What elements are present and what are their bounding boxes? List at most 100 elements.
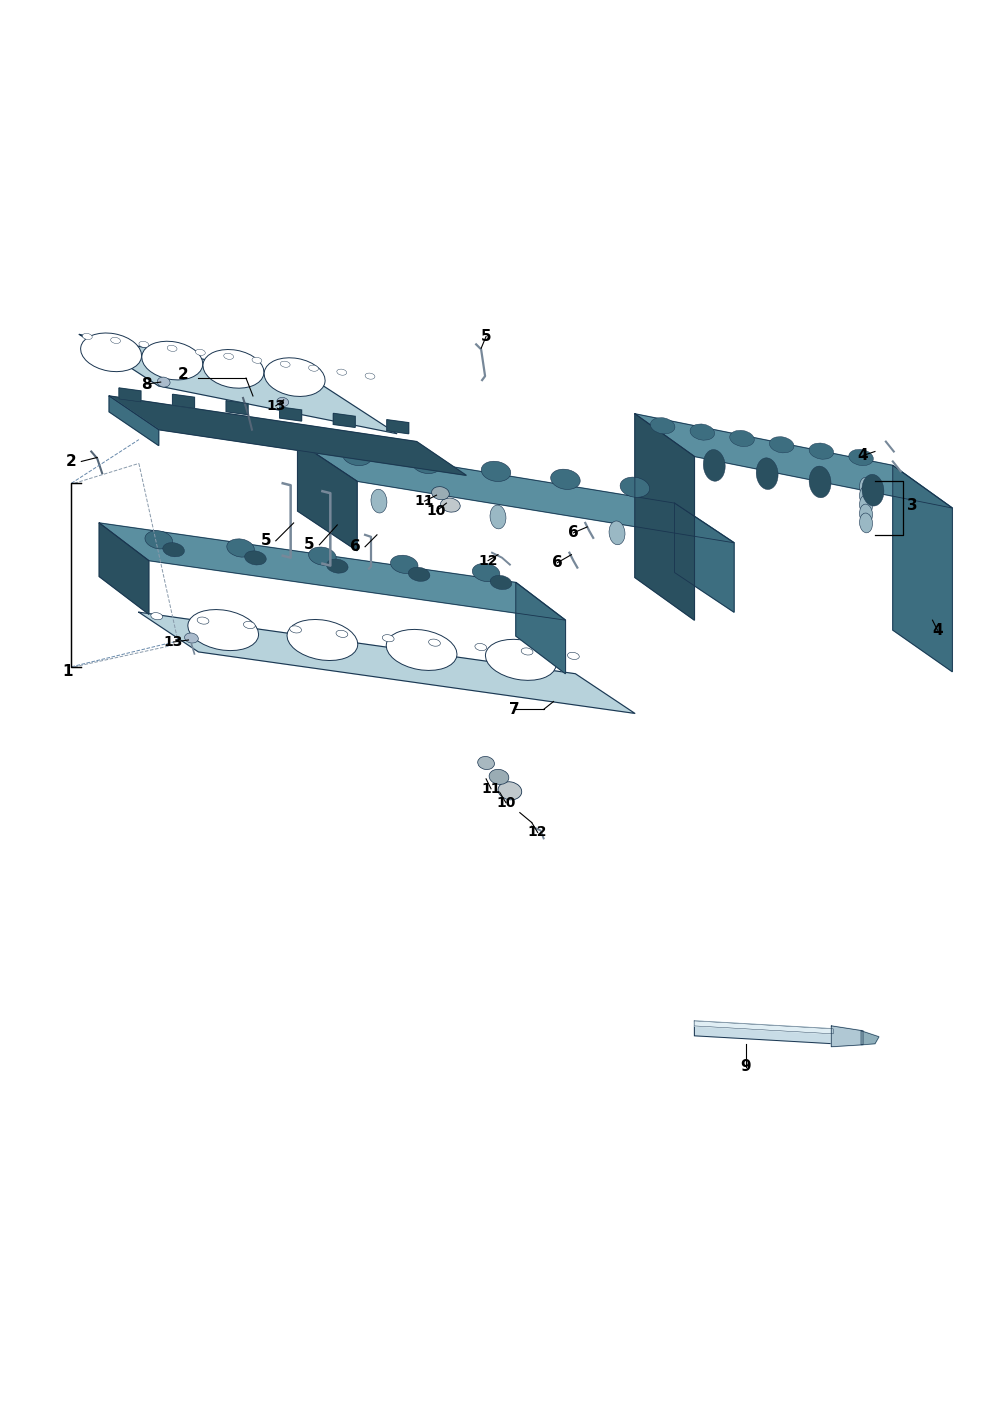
Ellipse shape: [620, 477, 650, 497]
Text: 10: 10: [427, 504, 446, 518]
Ellipse shape: [809, 443, 833, 459]
Ellipse shape: [111, 337, 120, 344]
Text: 6: 6: [553, 556, 562, 570]
Polygon shape: [109, 396, 466, 476]
Ellipse shape: [730, 431, 754, 446]
Ellipse shape: [187, 609, 259, 651]
Ellipse shape: [770, 436, 794, 453]
Ellipse shape: [551, 469, 580, 490]
Ellipse shape: [290, 626, 302, 633]
Text: 2: 2: [66, 455, 76, 469]
Text: 5: 5: [261, 533, 271, 549]
Ellipse shape: [651, 418, 675, 434]
Ellipse shape: [386, 630, 457, 671]
Ellipse shape: [281, 361, 290, 368]
Polygon shape: [139, 612, 635, 713]
Ellipse shape: [859, 495, 873, 515]
Text: 8: 8: [142, 376, 152, 391]
Ellipse shape: [336, 630, 348, 637]
Ellipse shape: [252, 358, 262, 363]
Ellipse shape: [382, 634, 394, 641]
Ellipse shape: [287, 620, 358, 661]
Ellipse shape: [429, 640, 440, 647]
Polygon shape: [109, 396, 159, 446]
Ellipse shape: [481, 462, 511, 481]
Ellipse shape: [309, 365, 318, 372]
Polygon shape: [226, 401, 248, 415]
Text: 13: 13: [164, 636, 184, 650]
Ellipse shape: [490, 505, 506, 529]
Polygon shape: [675, 504, 734, 612]
Polygon shape: [119, 389, 141, 401]
Ellipse shape: [342, 445, 372, 466]
Text: 5: 5: [305, 537, 314, 553]
Ellipse shape: [432, 487, 449, 499]
Ellipse shape: [859, 477, 873, 497]
Text: 4: 4: [858, 448, 868, 463]
Ellipse shape: [245, 551, 266, 565]
Polygon shape: [387, 419, 409, 434]
Text: 12: 12: [478, 554, 498, 568]
Ellipse shape: [337, 369, 346, 375]
Text: 11: 11: [415, 494, 434, 508]
Text: 6: 6: [568, 525, 578, 540]
Ellipse shape: [498, 781, 522, 800]
Polygon shape: [298, 442, 734, 543]
Ellipse shape: [409, 567, 430, 581]
Ellipse shape: [145, 530, 173, 549]
Polygon shape: [861, 1031, 879, 1045]
Ellipse shape: [227, 539, 254, 557]
Ellipse shape: [809, 466, 831, 498]
Text: 4: 4: [932, 623, 942, 637]
Text: 1: 1: [62, 664, 72, 679]
Ellipse shape: [756, 457, 778, 490]
Polygon shape: [298, 442, 357, 551]
Polygon shape: [79, 334, 397, 434]
Ellipse shape: [859, 513, 873, 533]
Text: 13: 13: [266, 398, 286, 412]
Polygon shape: [694, 1021, 833, 1034]
Ellipse shape: [326, 558, 348, 574]
Ellipse shape: [703, 449, 725, 481]
Polygon shape: [893, 466, 952, 672]
Ellipse shape: [139, 341, 149, 348]
Ellipse shape: [203, 349, 264, 389]
Text: 3: 3: [908, 498, 918, 512]
Ellipse shape: [371, 490, 387, 513]
Ellipse shape: [478, 756, 494, 769]
Text: 7: 7: [509, 702, 519, 717]
Polygon shape: [280, 407, 302, 421]
Ellipse shape: [82, 334, 92, 340]
Ellipse shape: [197, 617, 209, 624]
Ellipse shape: [168, 345, 177, 351]
Text: 10: 10: [496, 796, 516, 810]
Polygon shape: [635, 414, 952, 508]
Ellipse shape: [195, 349, 205, 355]
Ellipse shape: [521, 648, 533, 655]
Ellipse shape: [609, 521, 625, 544]
Polygon shape: [694, 1021, 833, 1044]
Ellipse shape: [80, 333, 142, 372]
Polygon shape: [99, 523, 149, 615]
Ellipse shape: [142, 341, 202, 380]
Text: 11: 11: [481, 781, 501, 796]
Ellipse shape: [185, 633, 198, 643]
Text: 12: 12: [528, 825, 548, 839]
Ellipse shape: [859, 487, 873, 506]
Ellipse shape: [163, 543, 185, 557]
Ellipse shape: [849, 449, 873, 466]
Ellipse shape: [277, 397, 289, 407]
Polygon shape: [99, 523, 565, 620]
Ellipse shape: [859, 504, 873, 523]
Text: 9: 9: [741, 1059, 751, 1075]
Ellipse shape: [440, 498, 460, 512]
Polygon shape: [516, 582, 565, 673]
Polygon shape: [635, 414, 694, 620]
Ellipse shape: [690, 424, 714, 441]
Ellipse shape: [489, 769, 509, 784]
Ellipse shape: [243, 622, 255, 629]
Text: 2: 2: [179, 366, 188, 382]
Text: 6: 6: [350, 539, 360, 554]
Text: 5: 5: [481, 328, 491, 344]
Ellipse shape: [158, 377, 170, 387]
